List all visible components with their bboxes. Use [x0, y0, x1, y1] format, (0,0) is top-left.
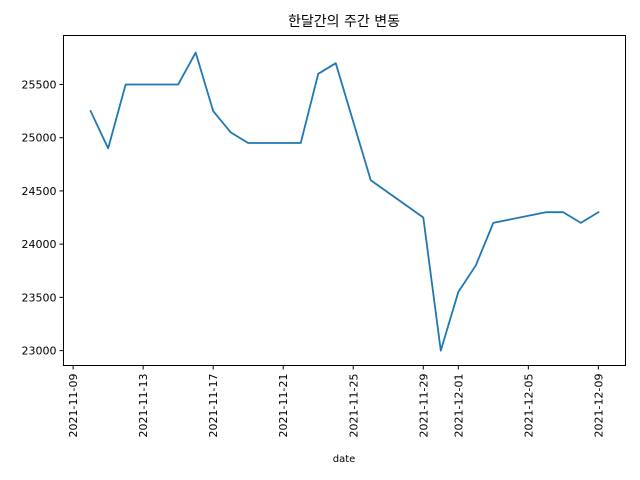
y-tick-label: 23000 [22, 345, 57, 358]
y-tick-label: 23500 [22, 291, 57, 304]
x-tick-label: 2021-11-13 [137, 374, 150, 438]
x-tick-label: 2021-11-17 [207, 374, 220, 438]
y-tick-label: 24000 [22, 238, 57, 251]
series-line [89, 51, 600, 352]
plot-frame [63, 35, 626, 366]
y-tick-label: 24500 [22, 185, 57, 198]
y-tick-label: 25000 [22, 132, 57, 145]
x-tick-label: 2021-11-21 [277, 374, 290, 438]
x-axis-label: date [333, 454, 356, 465]
y-tick-label: 25500 [22, 78, 57, 91]
x-tick-label: 2021-11-25 [347, 374, 360, 438]
x-tick-label: 2021-12-09 [592, 374, 605, 438]
x-tick-label: 2021-12-05 [522, 374, 535, 438]
x-axis: 2021-11-09 2021-11-13 2021-11-17 2021-11-21… [67, 365, 605, 438]
chart-title: 한달간의 주간 변동 [288, 14, 400, 30]
x-tick-label: 2021-11-29 [417, 374, 430, 438]
y-axis: 23000 23500 24000 24500 25000 25500 [22, 78, 64, 358]
x-tick-label: 2021-11-09 [67, 374, 80, 438]
x-tick-label: 2021-12-01 [452, 374, 465, 438]
